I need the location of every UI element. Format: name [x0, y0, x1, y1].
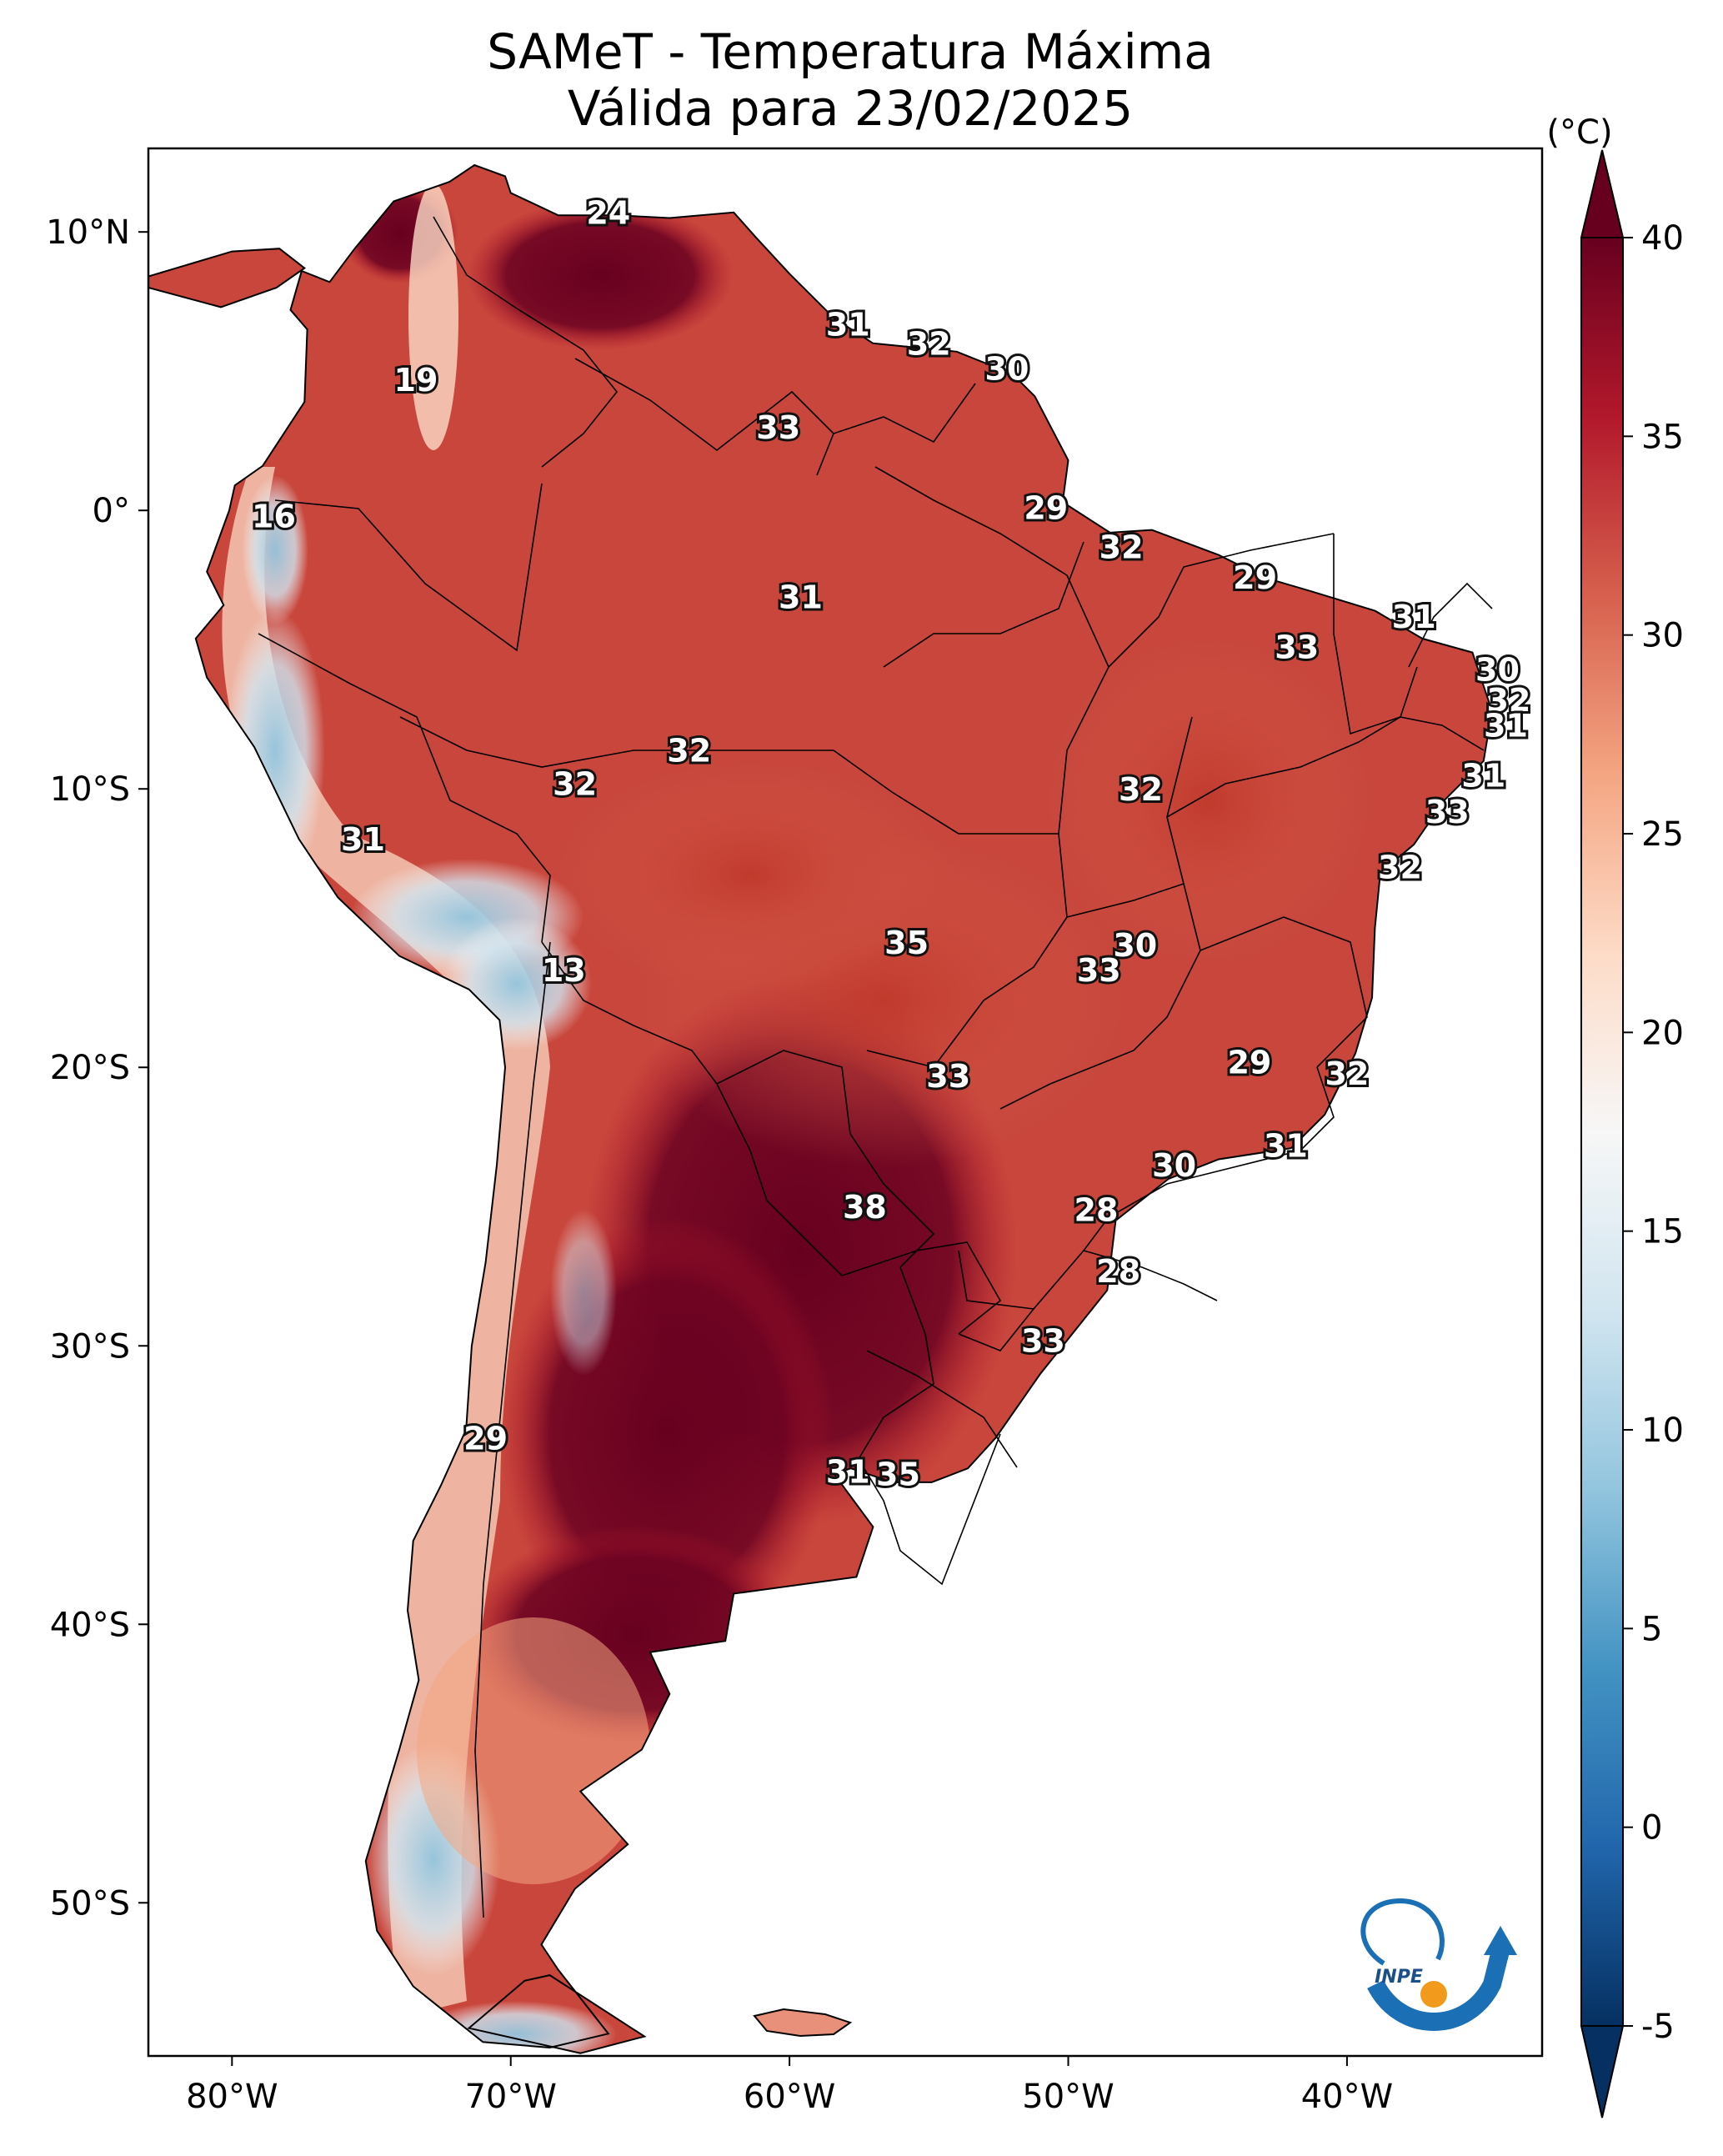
- temperature-label: 31: [1484, 707, 1528, 744]
- lat-tick-label: 50°S: [50, 1884, 130, 1923]
- temperature-label: 32: [1378, 850, 1422, 886]
- temperature-label: 33: [1077, 952, 1121, 989]
- temperature-label: 32: [1099, 529, 1144, 566]
- colorbar-tick-label: 35: [1641, 418, 1684, 456]
- colorbar-tick-label: 10: [1641, 1411, 1684, 1450]
- temperature-label: 33: [1275, 629, 1319, 666]
- colorbar-tick-label: 40: [1641, 219, 1684, 258]
- temperature-label: 32: [907, 326, 951, 363]
- temperature-label: 33: [926, 1058, 970, 1095]
- colorbar-tick-label: 5: [1641, 1610, 1662, 1648]
- colorbar-tick-label: 0: [1641, 1809, 1662, 1848]
- temperature-label: 29: [1233, 559, 1277, 596]
- temperature-label: 31: [1264, 1128, 1308, 1165]
- map-frame: [147, 147, 1544, 2058]
- temperature-label: 30: [1152, 1147, 1196, 1184]
- temperature-label: 32: [1486, 682, 1530, 719]
- colorbar-tick-label: 30: [1641, 617, 1684, 655]
- temperature-label: 31: [826, 1453, 870, 1490]
- temperature-label: 29: [1227, 1044, 1271, 1081]
- temperature-label: 32: [553, 765, 597, 802]
- longitude-axis: 80°W 70°W 60°W 50°W 40°W: [186, 2056, 1393, 2116]
- lon-tick-label: 70°W: [464, 2078, 556, 2116]
- temperature-label: 38: [843, 1189, 887, 1226]
- temperature-label: 33: [1021, 1322, 1065, 1359]
- temperature-label: 28: [1096, 1253, 1140, 1290]
- temperature-label: 31: [779, 579, 823, 616]
- temperature-label: 31: [826, 306, 870, 343]
- colorbar-tick-label: 15: [1641, 1213, 1684, 1251]
- latitude-axis: 10°N 0° 10°S 20°S 30°S 40°S 50°S: [46, 213, 148, 1923]
- temperature-label: 29: [463, 1420, 508, 1457]
- colorbar: -5 0 5 10 15 20 25 30 35 40 (°C): [1546, 113, 1684, 2118]
- lon-tick-label: 40°W: [1301, 2078, 1393, 2116]
- temperature-label: 35: [876, 1457, 920, 1493]
- temperature-label: 29: [1024, 490, 1068, 527]
- lon-tick-label: 60°W: [744, 2078, 835, 2116]
- lat-tick-label: 0°: [93, 492, 130, 530]
- lon-tick-label: 50°W: [1022, 2078, 1114, 2116]
- temperature-label: 35: [884, 925, 929, 961]
- colorbar-tick-label: -5: [1641, 2008, 1675, 2046]
- lat-tick-label: 10°N: [46, 213, 130, 252]
- temperature-label: 19: [394, 362, 438, 399]
- inpe-logo: INPE: [1360, 1898, 1517, 2031]
- lat-tick-label: 20°S: [50, 1049, 130, 1087]
- temperature-label: 16: [252, 499, 296, 535]
- temperature-label: 32: [1119, 771, 1163, 808]
- colorbar-tick-label: 25: [1641, 815, 1684, 854]
- temperature-label: 30: [1475, 651, 1520, 688]
- country-borders: [258, 216, 1493, 1918]
- colorbar-tick-label: 20: [1641, 1014, 1684, 1052]
- map-title-line-1: SAMeT - Temperatura Máxima: [487, 23, 1214, 80]
- colorbar-unit: (°C): [1546, 113, 1612, 152]
- temperature-label: 33: [756, 409, 800, 446]
- temperature-label: 31: [341, 821, 385, 858]
- temperature-label: 31: [1392, 599, 1436, 635]
- temperature-label: 32: [667, 732, 711, 769]
- temperature-label: 30: [1113, 927, 1157, 964]
- temperature-label: 13: [542, 952, 586, 989]
- lat-tick-label: 30°S: [50, 1327, 130, 1366]
- lat-tick-label: 40°S: [50, 1606, 130, 1644]
- lat-tick-label: 10°S: [50, 770, 130, 809]
- temperature-label: 32: [1325, 1055, 1369, 1092]
- temperature-label: 28: [1074, 1191, 1119, 1228]
- lon-tick-label: 80°W: [186, 2078, 278, 2116]
- colorbar-extend-min: [1580, 2025, 1625, 2118]
- temperature-label: 33: [1425, 794, 1470, 830]
- map-title-line-2: Válida para 23/02/2025: [567, 80, 1134, 137]
- temperature-label: 30: [985, 351, 1029, 388]
- inpe-logo-text: INPE: [1375, 1967, 1423, 1988]
- temperature-label: 24: [586, 195, 630, 232]
- temperature-label: 31: [1461, 757, 1505, 794]
- colorbar-extend-max: [1580, 149, 1625, 238]
